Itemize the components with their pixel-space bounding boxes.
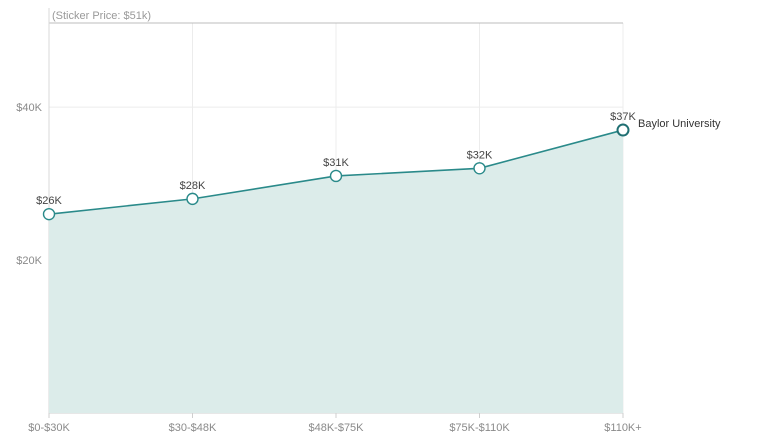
y-tick-label: $20K bbox=[16, 255, 42, 267]
series-name-label: Baylor University bbox=[638, 118, 721, 130]
data-label: $26K bbox=[36, 195, 62, 207]
data-label: $31K bbox=[323, 157, 349, 169]
sticker-price-label: (Sticker Price: $51k) bbox=[52, 10, 151, 22]
x-tick-label: $75K-$110K bbox=[449, 422, 510, 434]
x-tick-label: $110K+ bbox=[604, 422, 641, 434]
x-tick-label: $0-$30K bbox=[28, 422, 70, 434]
data-point bbox=[42, 207, 56, 221]
data-point bbox=[329, 169, 343, 183]
y-tick-label: $40K bbox=[16, 102, 42, 114]
data-point bbox=[186, 192, 199, 206]
data-label: $28K bbox=[180, 180, 206, 192]
x-tick-label: $30-$48K bbox=[169, 422, 217, 434]
data-label: $37K bbox=[610, 111, 636, 123]
data-label: $32K bbox=[467, 149, 493, 161]
data-point bbox=[473, 162, 486, 175]
data-point bbox=[616, 123, 630, 137]
x-tick-label: $48K-$75K bbox=[308, 422, 364, 434]
